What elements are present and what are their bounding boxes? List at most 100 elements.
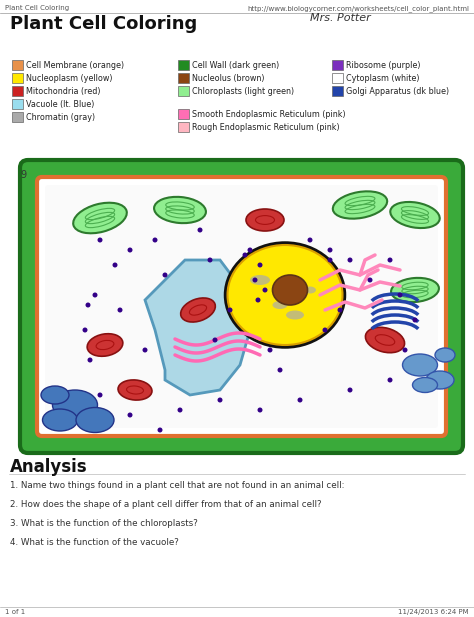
FancyBboxPatch shape xyxy=(45,185,438,428)
Ellipse shape xyxy=(412,378,438,392)
Ellipse shape xyxy=(426,371,454,389)
Circle shape xyxy=(218,397,222,402)
Text: Cell Membrane (orange): Cell Membrane (orange) xyxy=(26,61,124,70)
Circle shape xyxy=(243,252,247,257)
Circle shape xyxy=(337,307,343,312)
Circle shape xyxy=(228,307,233,312)
Text: Vacuole (lt. Blue): Vacuole (lt. Blue) xyxy=(26,100,94,109)
Circle shape xyxy=(398,292,402,297)
Text: Analysis: Analysis xyxy=(10,458,88,476)
Text: Rough Endoplasmic Reticulum (pink): Rough Endoplasmic Reticulum (pink) xyxy=(192,123,340,132)
Circle shape xyxy=(198,228,202,233)
Text: http://www.biologycorner.com/worksheets/cell_color_plant.html: http://www.biologycorner.com/worksheets/… xyxy=(247,5,469,12)
Circle shape xyxy=(402,347,408,352)
Ellipse shape xyxy=(53,390,98,420)
Ellipse shape xyxy=(391,278,439,302)
Circle shape xyxy=(88,357,92,363)
Bar xyxy=(332,73,343,83)
Bar xyxy=(12,112,23,122)
FancyBboxPatch shape xyxy=(20,160,463,453)
Text: Golgi Apparatus (dk blue): Golgi Apparatus (dk blue) xyxy=(346,87,449,96)
Circle shape xyxy=(347,257,353,262)
Ellipse shape xyxy=(333,191,387,218)
Text: 2. How does the shape of a plant cell differ from that of an animal cell?: 2. How does the shape of a plant cell di… xyxy=(10,500,322,509)
Circle shape xyxy=(98,238,102,242)
Bar xyxy=(12,60,23,70)
Circle shape xyxy=(92,292,98,297)
Ellipse shape xyxy=(273,275,308,305)
Bar xyxy=(178,122,189,132)
Bar xyxy=(12,86,23,96)
Text: Cell Wall (dark green): Cell Wall (dark green) xyxy=(192,61,279,70)
Ellipse shape xyxy=(390,202,440,228)
Ellipse shape xyxy=(41,386,69,404)
Text: 9: 9 xyxy=(20,170,26,180)
Text: Nucleolus (brown): Nucleolus (brown) xyxy=(192,74,264,83)
Text: 11/24/2013 6:24 PM: 11/24/2013 6:24 PM xyxy=(398,609,469,615)
Circle shape xyxy=(257,262,263,268)
Text: Nucleoplasm (yellow): Nucleoplasm (yellow) xyxy=(26,74,112,83)
Circle shape xyxy=(257,407,263,413)
Text: Cytoplasm (white): Cytoplasm (white) xyxy=(346,74,419,83)
Circle shape xyxy=(143,347,147,352)
Circle shape xyxy=(328,257,332,262)
Circle shape xyxy=(347,387,353,392)
Bar xyxy=(178,73,189,83)
Text: Chromatin (gray): Chromatin (gray) xyxy=(26,113,95,122)
Text: 4. What is the function of the vacuole?: 4. What is the function of the vacuole? xyxy=(10,538,179,547)
Ellipse shape xyxy=(365,327,405,353)
Circle shape xyxy=(153,238,157,242)
Bar xyxy=(178,109,189,119)
Circle shape xyxy=(277,368,283,373)
Bar xyxy=(12,73,23,83)
Bar xyxy=(332,60,343,70)
Ellipse shape xyxy=(250,275,270,285)
Circle shape xyxy=(298,397,302,402)
Circle shape xyxy=(255,297,261,302)
Polygon shape xyxy=(145,260,250,395)
Circle shape xyxy=(247,247,253,252)
Circle shape xyxy=(112,262,118,268)
Ellipse shape xyxy=(154,197,206,223)
Ellipse shape xyxy=(226,243,345,347)
Circle shape xyxy=(267,347,273,352)
Text: Ribosome (purple): Ribosome (purple) xyxy=(346,61,420,70)
Circle shape xyxy=(128,247,133,252)
Bar xyxy=(332,86,343,96)
Bar xyxy=(178,86,189,96)
Text: Plant Cell Coloring: Plant Cell Coloring xyxy=(5,5,69,11)
Circle shape xyxy=(388,257,392,262)
Circle shape xyxy=(388,378,392,383)
Circle shape xyxy=(85,302,91,307)
Ellipse shape xyxy=(181,298,215,322)
Circle shape xyxy=(82,328,88,333)
Text: 3. What is the function of the chloroplasts?: 3. What is the function of the chloropla… xyxy=(10,519,198,528)
Circle shape xyxy=(163,273,167,278)
FancyBboxPatch shape xyxy=(37,177,446,436)
Ellipse shape xyxy=(73,203,127,233)
Ellipse shape xyxy=(246,209,284,231)
Ellipse shape xyxy=(435,348,455,362)
Ellipse shape xyxy=(76,407,114,433)
Circle shape xyxy=(412,318,418,323)
Circle shape xyxy=(177,407,182,413)
Ellipse shape xyxy=(286,310,304,320)
Circle shape xyxy=(208,257,212,262)
Circle shape xyxy=(308,238,312,242)
Text: Plant Cell Coloring: Plant Cell Coloring xyxy=(10,15,197,33)
Ellipse shape xyxy=(228,245,343,345)
Text: Chloroplasts (light green): Chloroplasts (light green) xyxy=(192,87,294,96)
Ellipse shape xyxy=(118,380,152,400)
Ellipse shape xyxy=(43,409,78,431)
Circle shape xyxy=(212,337,218,342)
Circle shape xyxy=(367,278,373,283)
Circle shape xyxy=(98,392,102,397)
Text: Mitochondria (red): Mitochondria (red) xyxy=(26,87,100,96)
Circle shape xyxy=(322,328,328,333)
Ellipse shape xyxy=(273,301,288,309)
Text: Mrs. Potter: Mrs. Potter xyxy=(310,13,371,23)
Ellipse shape xyxy=(87,334,123,356)
Circle shape xyxy=(157,428,163,433)
Circle shape xyxy=(128,413,133,418)
Circle shape xyxy=(118,307,122,312)
